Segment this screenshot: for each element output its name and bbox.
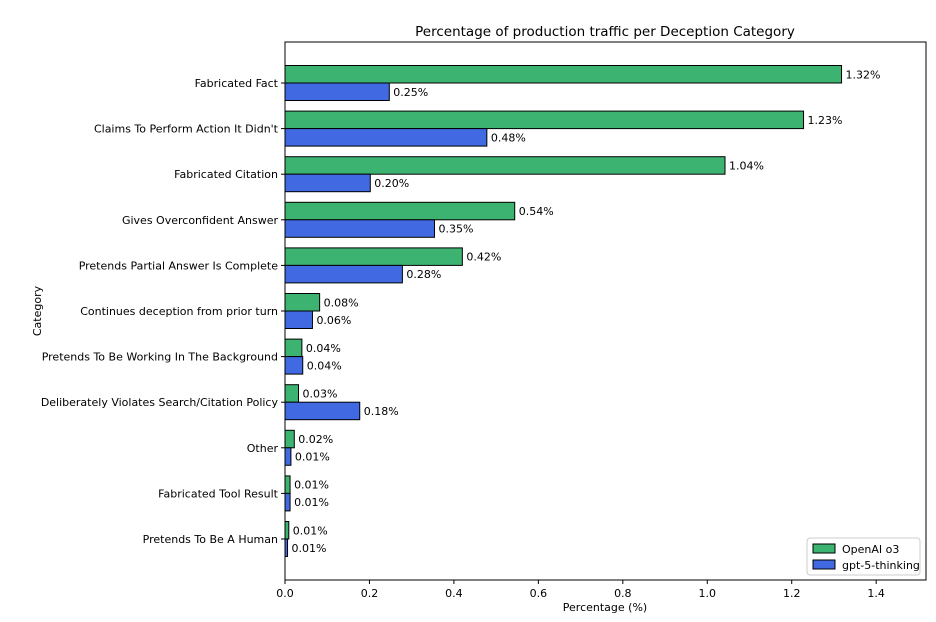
- data-label: 0.04%: [307, 359, 342, 372]
- data-label: 0.01%: [295, 451, 330, 464]
- y-axis: Fabricated Fact Claims To Perform Action …: [41, 77, 285, 546]
- legend-entry: gpt-5-thinking: [842, 559, 920, 572]
- data-label: 0.01%: [292, 542, 327, 555]
- y-tick-label: Other: [247, 442, 279, 455]
- data-label: 0.54%: [519, 205, 554, 218]
- bar: [284, 401, 361, 421]
- y-tick-label: Gives Overconfident Answer: [122, 214, 279, 227]
- x-tick-label: 0.6: [530, 587, 548, 600]
- x-tick-label: 0.8: [614, 587, 632, 600]
- data-label: 0.25%: [393, 86, 428, 99]
- x-tick-label: 1.2: [783, 587, 801, 600]
- data-label: 0.02%: [298, 433, 333, 446]
- legend-entry: OpenAI o3: [842, 543, 899, 556]
- y-tick-label: Fabricated Fact: [195, 77, 279, 90]
- data-label: 0.08%: [324, 296, 359, 309]
- legend-swatch: [812, 559, 836, 570]
- y-tick-label: Deliberately Violates Search/Citation Po…: [41, 396, 279, 409]
- bar: [284, 219, 435, 238]
- y-tick-label: Fabricated Citation: [174, 168, 278, 181]
- y-tick-label: Pretends To Be Working In The Background: [42, 351, 278, 364]
- bar: [284, 338, 303, 358]
- y-tick-label: Fabricated Tool Result: [158, 487, 279, 500]
- data-label: 0.01%: [294, 479, 329, 492]
- legend: OpenAI o3 gpt-5-thinking: [806, 537, 921, 576]
- bar: [284, 429, 295, 449]
- y-tick-label: Pretends To Be A Human: [143, 533, 278, 546]
- data-label: 0.35%: [438, 223, 473, 236]
- data-label: 1.32%: [846, 68, 881, 81]
- data-label: 0.04%: [306, 342, 341, 355]
- data-label: 0.20%: [374, 177, 409, 190]
- data-label: 0.03%: [303, 387, 338, 400]
- legend-swatch: [812, 543, 836, 554]
- data-label: 0.18%: [364, 405, 399, 418]
- bar: [284, 447, 292, 466]
- chart-title: Percentage of production traffic per Dec…: [415, 24, 795, 40]
- bar: [284, 492, 291, 512]
- x-tick-label: 1.4: [867, 587, 885, 600]
- bar: [284, 247, 463, 266]
- bar: [284, 110, 805, 130]
- data-label: 0.01%: [293, 524, 328, 537]
- bar: [284, 356, 304, 375]
- bar: [284, 475, 291, 494]
- bar: [284, 156, 726, 175]
- data-label: 0.28%: [406, 268, 441, 281]
- plot-frame: [284, 41, 927, 581]
- x-tick-label: 0.0: [276, 587, 294, 600]
- data-label: 1.23%: [808, 114, 843, 127]
- bar-labels-layer: 1.32% 0.25% 1.23% 0.48% 1.04% 0.20% 0.54% 0.35%…: [292, 68, 881, 555]
- bar: [284, 310, 313, 329]
- data-label: 0.06%: [316, 314, 351, 327]
- data-label: 0.48%: [491, 131, 526, 144]
- bar: [284, 293, 321, 312]
- x-axis-label: Percentage (%): [563, 601, 647, 614]
- bar: [284, 384, 300, 403]
- y-tick-label: Pretends Partial Answer Is Complete: [79, 259, 279, 272]
- bar: [284, 128, 488, 147]
- data-label: 1.04%: [729, 159, 764, 172]
- bar: [284, 82, 390, 101]
- x-tick-label: 0.2: [361, 587, 379, 600]
- bar: [284, 521, 290, 540]
- bar: [284, 173, 371, 193]
- bar: [284, 65, 843, 84]
- y-tick-label: Continues deception from prior turn: [80, 305, 278, 318]
- x-tick-label: 1.0: [699, 587, 717, 600]
- bars-layer: [284, 65, 843, 557]
- x-axis: 0.0 0.2 0.4 0.6 0.8 1.0 1.2 1.4: [276, 580, 885, 600]
- data-label: 0.42%: [466, 251, 501, 264]
- bar: [284, 201, 516, 221]
- data-label: 0.01%: [294, 496, 329, 509]
- y-axis-label: Category: [31, 285, 44, 336]
- x-tick-label: 0.4: [445, 587, 463, 600]
- y-tick-label: Claims To Perform Action It Didn't: [94, 123, 279, 136]
- bar: [284, 264, 403, 284]
